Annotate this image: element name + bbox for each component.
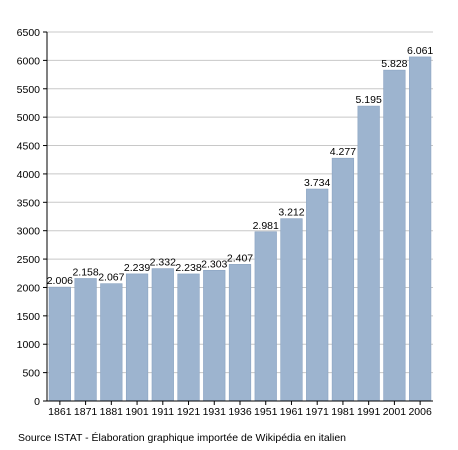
x-tick-label: 1936 bbox=[228, 406, 252, 418]
x-tick-label: 1951 bbox=[254, 406, 278, 418]
data-label-1971: 3.734 bbox=[304, 177, 330, 189]
x-tick-label: 1981 bbox=[331, 406, 355, 418]
bar-1871 bbox=[74, 278, 97, 402]
data-label-2001: 5.828 bbox=[381, 58, 407, 70]
bar-1951 bbox=[254, 231, 277, 402]
data-label-1901: 2.239 bbox=[124, 262, 150, 274]
bar-1911 bbox=[151, 268, 174, 402]
y-tick-label: 4000 bbox=[17, 169, 41, 181]
x-tick-label: 2006 bbox=[408, 406, 432, 418]
x-tick-label: 1921 bbox=[177, 406, 201, 418]
bar-1981 bbox=[331, 157, 355, 402]
y-tick-label: 5500 bbox=[17, 84, 41, 96]
source-note: Source ISTAT - Élaboration graphique imp… bbox=[18, 432, 347, 444]
y-tick-label: 6000 bbox=[17, 55, 41, 67]
bar-1931 bbox=[203, 269, 226, 402]
x-tick-label: 2001 bbox=[383, 406, 407, 418]
data-label-1961: 3.212 bbox=[278, 207, 304, 219]
bar-1921 bbox=[177, 273, 200, 402]
x-tick-label: 1881 bbox=[100, 406, 124, 418]
data-label-1936: 2.407 bbox=[227, 252, 253, 264]
data-label-1951: 2.981 bbox=[253, 220, 279, 232]
x-tick-label: 1991 bbox=[357, 406, 381, 418]
data-label-2006: 6.061 bbox=[407, 45, 433, 57]
data-label-1861: 2.006 bbox=[47, 275, 73, 287]
x-axis: 1861 1871 1881 1901 1911 1921 1931 1936 1951 1961… bbox=[43, 400, 433, 418]
bars bbox=[48, 56, 432, 402]
bar-1961 bbox=[280, 218, 303, 402]
data-label-1991: 5.195 bbox=[356, 94, 382, 106]
bar-1991 bbox=[357, 105, 380, 402]
data-label-1931: 2.303 bbox=[201, 258, 227, 270]
x-tick-label: 1901 bbox=[125, 406, 149, 418]
data-label-1921: 2.238 bbox=[175, 262, 201, 274]
y-tick-label: 2500 bbox=[17, 254, 41, 266]
x-tick-label: 1911 bbox=[152, 406, 175, 418]
y-tick-label: 6500 bbox=[17, 27, 41, 39]
y-tick-label: 1000 bbox=[17, 339, 41, 351]
y-tick-label: 4500 bbox=[17, 141, 41, 153]
bar-2006 bbox=[409, 56, 432, 402]
y-tick-label: 3500 bbox=[17, 197, 41, 209]
x-tick-label: 1871 bbox=[74, 406, 98, 418]
data-label-1871: 2.158 bbox=[72, 266, 98, 278]
data-label-1981: 4.277 bbox=[330, 146, 356, 158]
y-tick-label: 3000 bbox=[17, 226, 41, 238]
y-axis: 0 500 1000 1500 2000 2500 3000 3500 4000 4500 5000… bbox=[17, 27, 48, 408]
bar-1971 bbox=[306, 188, 329, 402]
y-tick-label: 500 bbox=[22, 368, 40, 380]
bar-1861 bbox=[48, 286, 71, 402]
x-tick-label: 1971 bbox=[306, 406, 330, 418]
y-tick-label: 0 bbox=[34, 396, 40, 408]
y-tick-label: 1500 bbox=[17, 311, 41, 323]
y-tick-label: 2000 bbox=[17, 282, 41, 294]
data-label-1881: 2.067 bbox=[98, 272, 124, 284]
bar-2001 bbox=[383, 69, 406, 402]
x-tick-label: 1961 bbox=[280, 406, 304, 418]
bar-1936 bbox=[228, 264, 252, 402]
x-tick-label: 1931 bbox=[203, 406, 227, 418]
bar-1901 bbox=[125, 273, 149, 402]
bar-1881 bbox=[100, 283, 123, 402]
y-tick-label: 5000 bbox=[17, 112, 41, 124]
x-tick-label: 1861 bbox=[48, 406, 72, 418]
data-label-1911: 2.332 bbox=[150, 257, 176, 269]
